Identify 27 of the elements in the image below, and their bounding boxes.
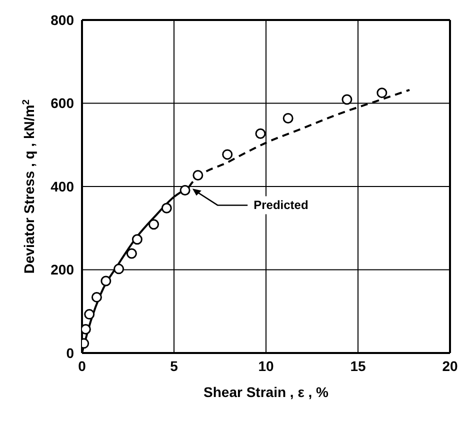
point — [255, 128, 266, 139]
point — [342, 94, 352, 105]
annotation: Predicted — [254, 198, 308, 212]
x-tick-label: 15 — [350, 358, 366, 374]
point — [222, 149, 233, 160]
y-tick-label: 0 — [66, 344, 74, 361]
point — [100, 276, 112, 286]
point — [282, 112, 294, 124]
point — [91, 292, 102, 302]
x-tick-label: 10 — [258, 358, 274, 374]
point — [161, 202, 172, 214]
y-tick-label: 600 — [50, 95, 74, 112]
x-tick-label: 5 — [170, 358, 178, 374]
point — [114, 264, 124, 274]
point — [148, 219, 160, 230]
y-tick-label: 800 — [50, 12, 74, 28]
point — [376, 88, 388, 98]
point — [84, 309, 95, 320]
point — [126, 248, 137, 259]
x-tick-label: 0 — [78, 358, 86, 374]
point — [180, 184, 190, 196]
point — [192, 170, 204, 181]
x-tick-label: 20 — [442, 358, 458, 374]
y-tick-label: 400 — [50, 178, 74, 194]
x-axis-title: Shear Strain , ε , % — [204, 384, 330, 400]
y-tick-label: 200 — [50, 262, 74, 278]
point — [132, 234, 142, 245]
